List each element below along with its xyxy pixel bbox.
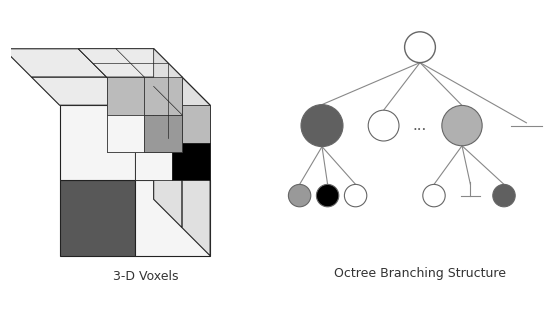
Circle shape [404,32,436,63]
Polygon shape [106,77,210,105]
Polygon shape [31,77,135,105]
Circle shape [344,184,367,207]
Polygon shape [153,124,182,228]
Polygon shape [106,77,144,115]
Polygon shape [182,77,210,180]
Polygon shape [106,77,182,152]
Polygon shape [78,49,182,77]
Polygon shape [172,105,210,143]
Circle shape [423,184,445,207]
Polygon shape [153,49,182,152]
Polygon shape [78,49,182,77]
Text: ...: ... [413,119,427,132]
Text: 3-D Voxels: 3-D Voxels [113,270,178,283]
Polygon shape [3,49,106,77]
Polygon shape [135,180,210,256]
Circle shape [301,105,343,147]
Circle shape [316,184,339,207]
Polygon shape [59,105,135,180]
Circle shape [288,184,311,207]
Polygon shape [182,152,210,256]
Circle shape [368,110,399,141]
Circle shape [493,184,515,207]
Polygon shape [153,49,182,152]
Polygon shape [59,180,135,256]
Circle shape [442,105,482,146]
Polygon shape [135,105,172,143]
Text: Octree Branching Structure: Octree Branching Structure [334,267,506,280]
Polygon shape [106,115,144,152]
Polygon shape [172,143,210,180]
Polygon shape [144,115,182,152]
Polygon shape [144,77,182,115]
Polygon shape [135,143,172,180]
